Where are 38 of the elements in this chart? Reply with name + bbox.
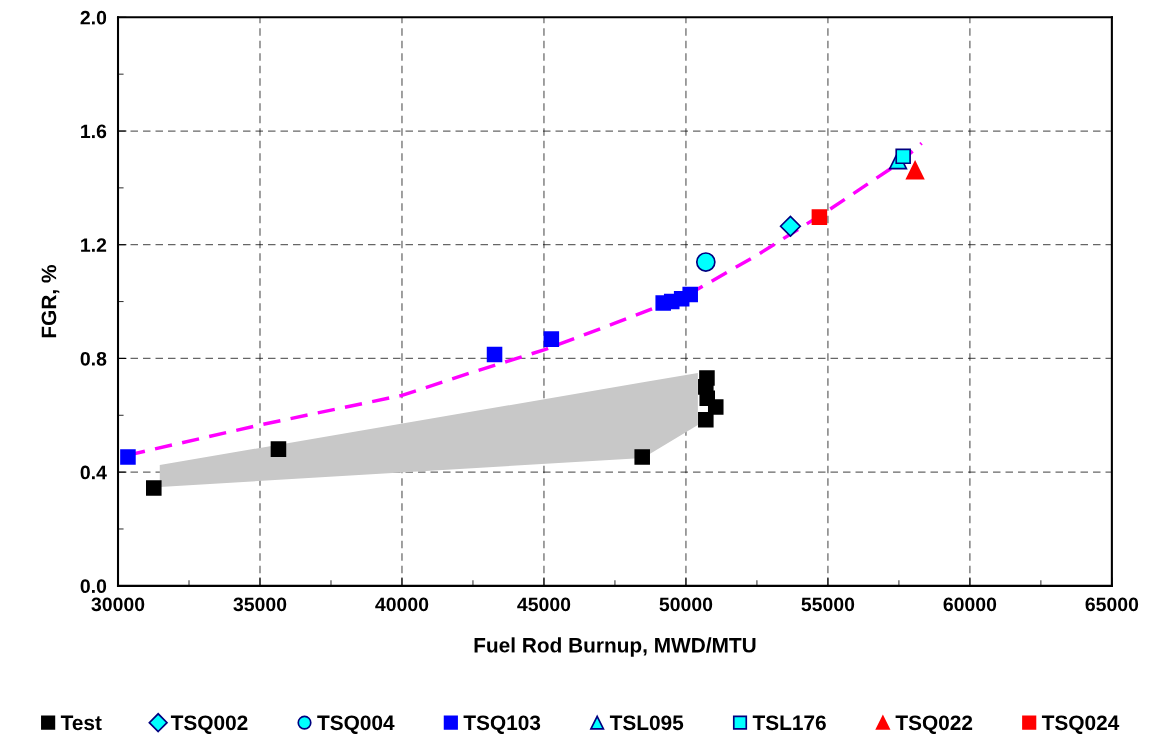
point [146, 480, 162, 496]
point [698, 412, 714, 428]
x-tick-label: 45000 [517, 597, 571, 612]
point [695, 252, 716, 272]
x-tick-label: 60000 [943, 597, 997, 612]
x-tick-label: 65000 [1085, 597, 1139, 612]
y-tick-label: 0.0 [80, 579, 107, 594]
point [634, 449, 650, 465]
x-tick-label: 35000 [233, 597, 287, 612]
x-tick-label: 30000 [91, 597, 145, 612]
legend-label: TSL095 [609, 715, 684, 731]
legend-label: TSQ024 [1041, 715, 1120, 735]
y-axis-title: FGR, % [41, 265, 60, 338]
x-tick-label: 50000 [659, 597, 713, 612]
point [779, 215, 802, 237]
point [486, 346, 503, 363]
legend-label: TSL176 [752, 715, 826, 731]
point [120, 449, 136, 465]
x-tick-label: 40000 [375, 597, 429, 612]
point [895, 148, 911, 165]
point [905, 161, 925, 180]
point [682, 286, 698, 303]
legend-label: TSQ103 [463, 715, 541, 735]
y-tick-label: 0.4 [80, 465, 107, 480]
y-tick-label: 1.2 [81, 238, 107, 252]
point [811, 209, 828, 225]
legend-label: Test [60, 715, 102, 731]
x-axis-title: Fuel Rod Burnup, MWD/MTU [474, 637, 756, 657]
y-tick-label: 0.8 [80, 351, 107, 366]
legend-label: TSQ002 [170, 715, 248, 735]
x-tick-label: 55000 [801, 597, 855, 612]
point [707, 399, 724, 415]
legend-label: TSQ004 [317, 715, 395, 735]
y-tick-label: 1.6 [81, 124, 107, 139]
point [543, 331, 560, 347]
y-tick-label: 2.0 [80, 10, 107, 25]
point [270, 441, 287, 457]
legend-label: TSQ022 [895, 715, 973, 735]
